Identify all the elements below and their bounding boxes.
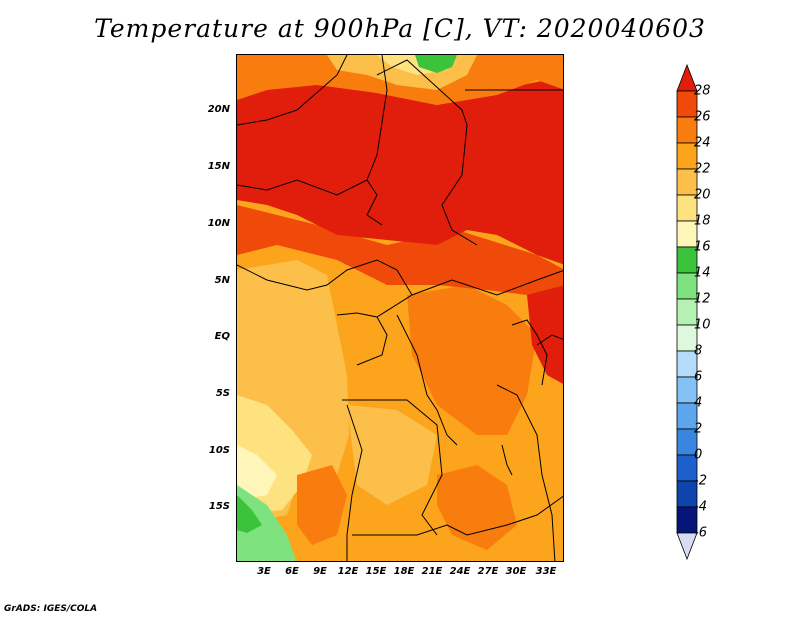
lon-label-18e: 18E (393, 566, 415, 577)
lon-label-12e: 12E (337, 566, 359, 577)
lon-label-6e: 6E (285, 566, 299, 577)
colorbar-label: 16 (694, 239, 711, 255)
field-congo-orange (407, 285, 537, 435)
map-panel (236, 54, 564, 562)
lon-label-3e: 3E (257, 566, 271, 577)
lat-label-5n: 5N (214, 275, 230, 286)
lon-label-27e: 27E (477, 566, 499, 577)
colorbar-arrow-bottom (676, 532, 698, 560)
colorbar-label: 24 (694, 135, 711, 151)
lat-label-eq: EQ (214, 331, 230, 342)
lon-label-33e: 33E (535, 566, 557, 577)
field-east-red (527, 285, 563, 384)
lat-label-20n: 20N (207, 104, 230, 115)
borders (237, 55, 563, 561)
lon-label-15e: 15E (365, 566, 387, 577)
colorbar-label: 14 (694, 265, 711, 281)
colorbar-label: 6 (694, 369, 703, 385)
colorbar (676, 63, 698, 560)
temperature-map (237, 55, 563, 561)
colorbar-label: -4 (694, 499, 707, 515)
colorbar-label: 20 (694, 187, 711, 203)
colorbar-label: 4 (694, 395, 703, 411)
colorbar-label: -2 (694, 473, 707, 489)
colorbar-label: 2 (694, 421, 703, 437)
grads-credit: GrADS: IGES/COLA (4, 604, 98, 614)
field-green-sw-dark (237, 495, 262, 533)
colorbar-label: 18 (694, 213, 711, 229)
colorbar-label: 8 (694, 343, 703, 359)
lon-label-24e: 24E (449, 566, 471, 577)
lat-label-5s: 5S (215, 388, 230, 399)
field-se-light (347, 405, 437, 505)
field-sahel-red (237, 80, 563, 265)
colorbar-label: 22 (694, 161, 711, 177)
colorbar-label: 10 (694, 317, 711, 333)
lon-label-21e: 21E (421, 566, 443, 577)
lon-label-30e: 30E (505, 566, 527, 577)
field-atlantic-cream (237, 445, 277, 500)
chart-title: Temperature at 900hPa [C], VT: 202004060… (94, 14, 706, 43)
colorbar-label: 0 (694, 447, 703, 463)
field-north-band (237, 205, 563, 314)
lat-label-15n: 15N (207, 161, 230, 172)
colorbar-label: -6 (694, 525, 707, 541)
colorbar-label: 12 (694, 291, 711, 307)
field-south-orange (297, 465, 347, 545)
lat-label-15s: 15S (208, 501, 230, 512)
lat-label-10s: 10S (208, 445, 230, 456)
colorbar-label: 26 (694, 109, 711, 125)
colorbar-label: 28 (694, 83, 711, 99)
lat-label-10n: 10N (207, 218, 230, 229)
field-green-sw (237, 485, 297, 561)
lon-label-9e: 9E (313, 566, 327, 577)
field-green-top (415, 55, 457, 73)
field-se-orange (437, 465, 517, 550)
